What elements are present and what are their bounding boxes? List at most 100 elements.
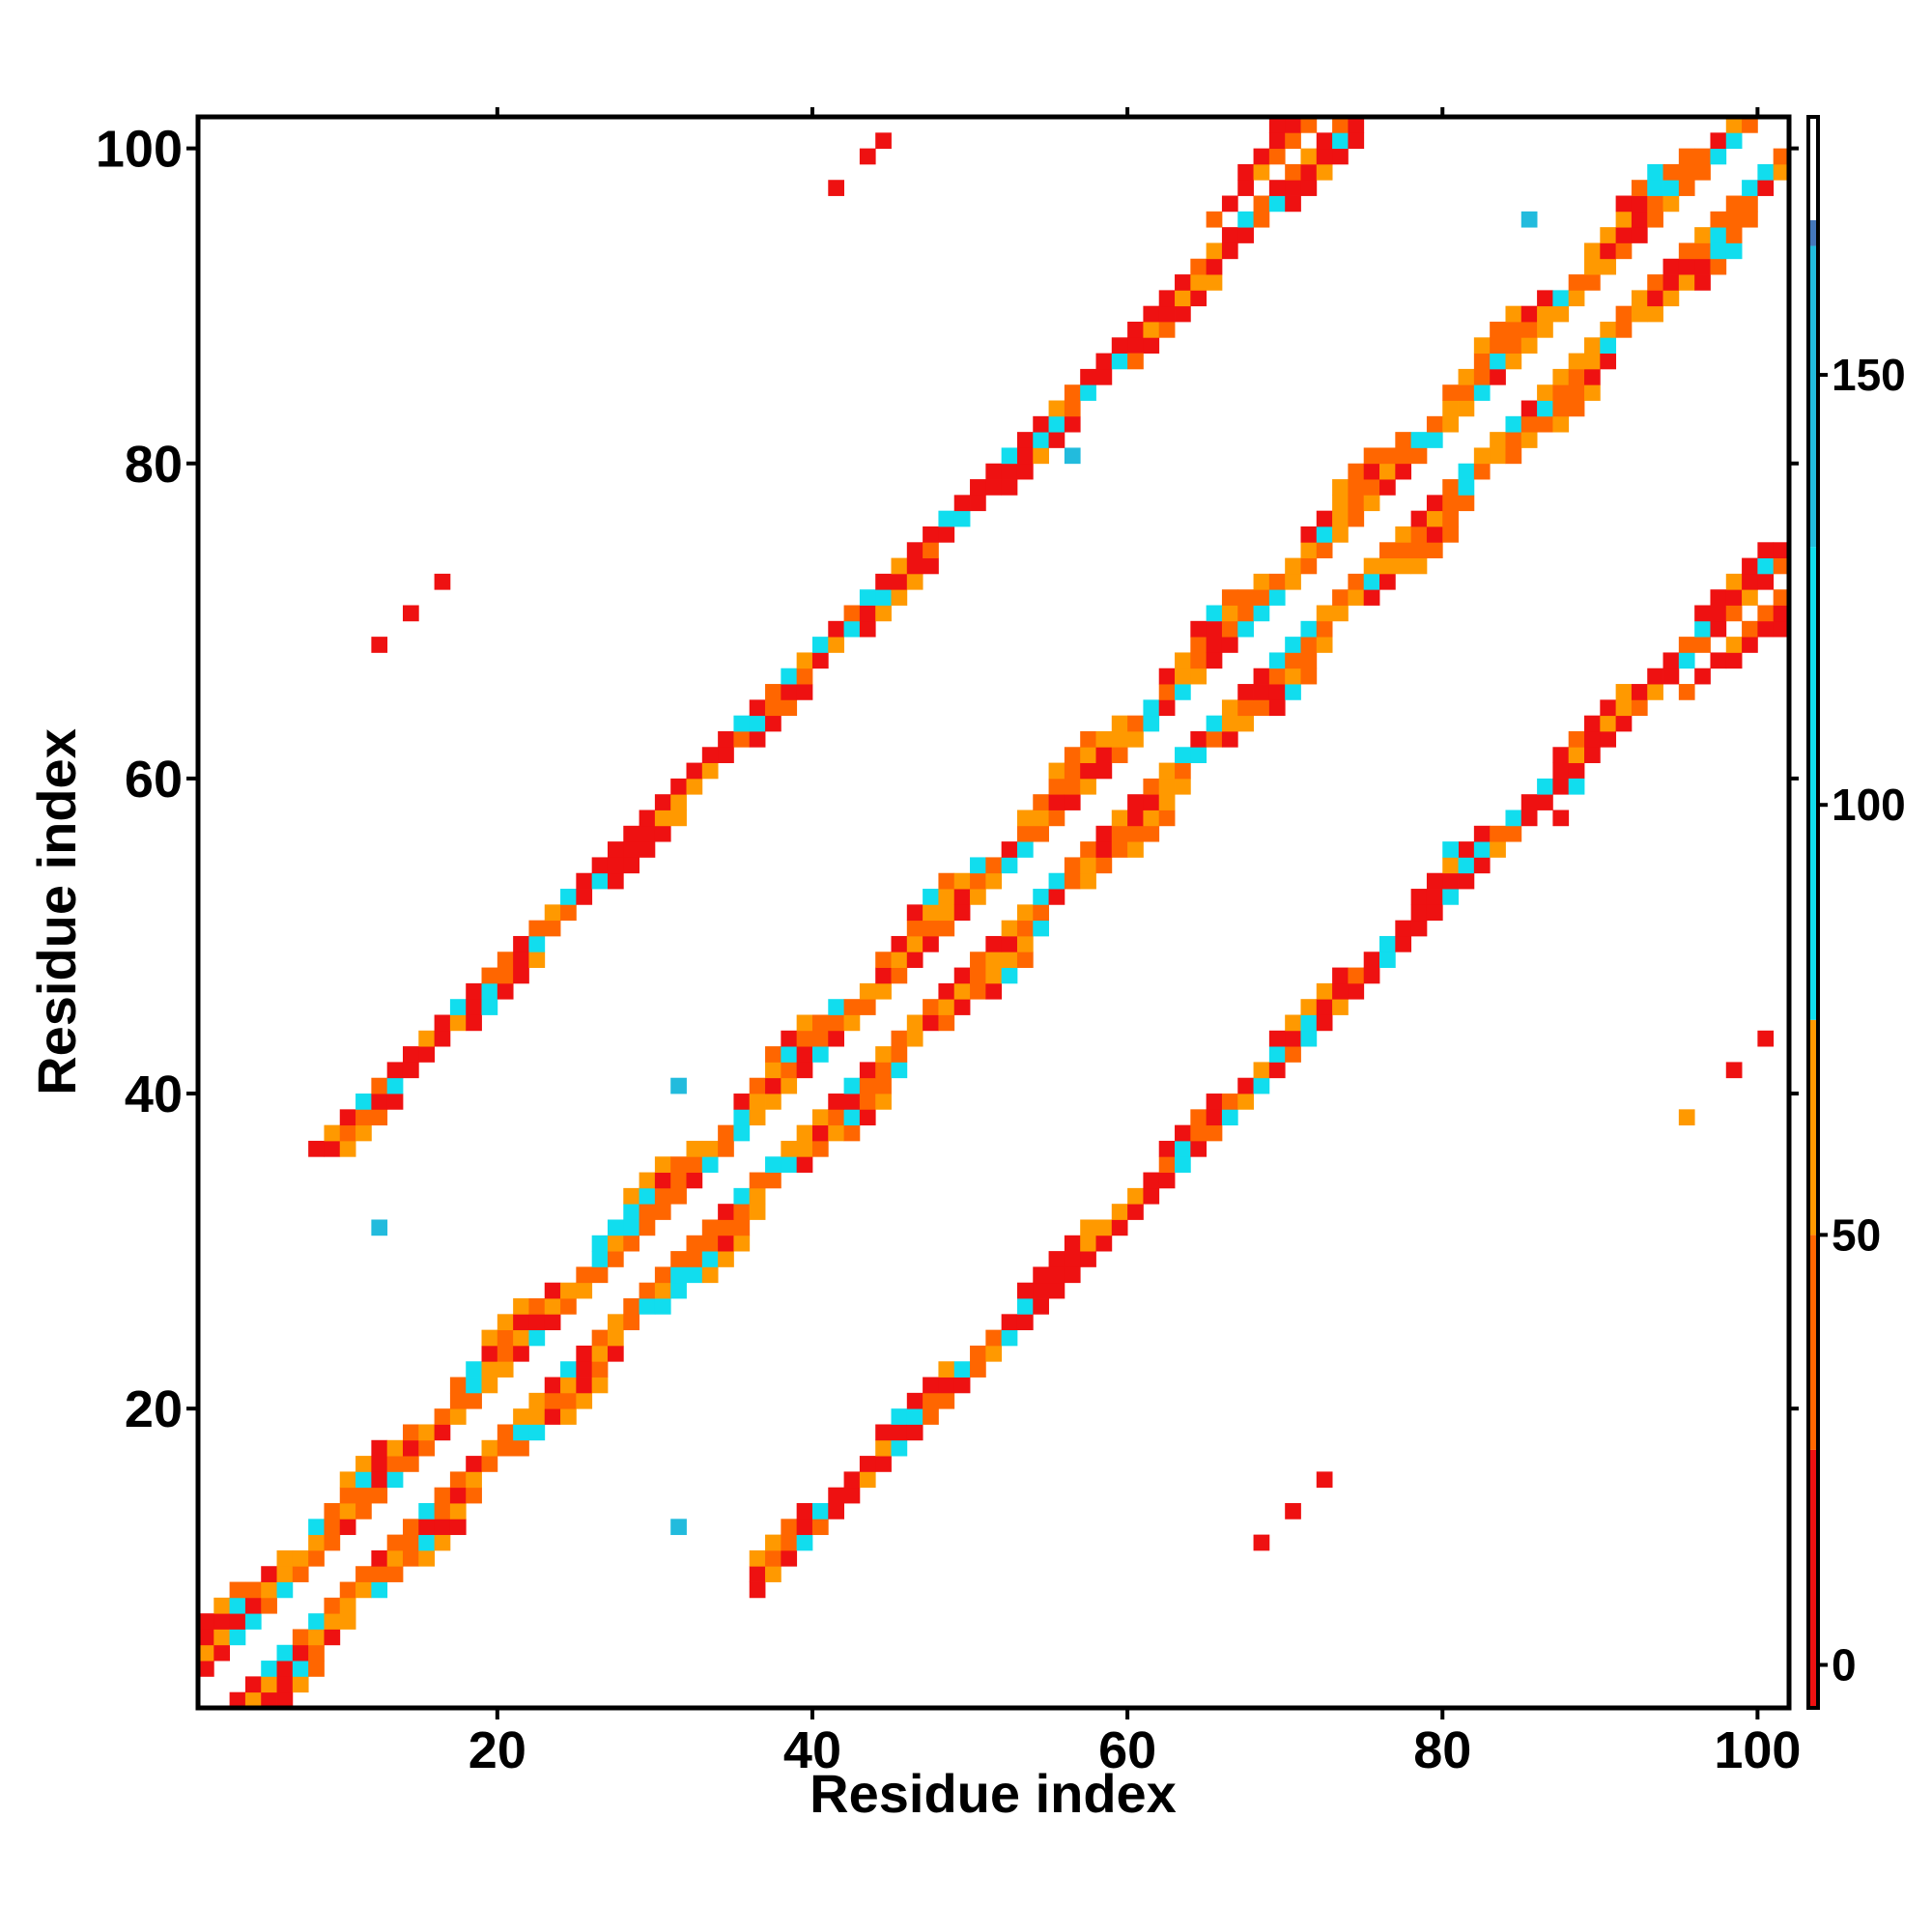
heatmap-cell bbox=[1080, 762, 1096, 780]
heatmap-cell bbox=[497, 1329, 514, 1347]
heatmap-cell bbox=[1190, 620, 1208, 638]
heatmap-cell bbox=[528, 1408, 546, 1425]
heatmap-cell bbox=[449, 1014, 467, 1032]
heatmap-cell bbox=[1127, 321, 1144, 338]
heatmap-cell bbox=[1615, 715, 1633, 732]
heatmap-cell bbox=[906, 1014, 923, 1032]
heatmap-cell bbox=[828, 637, 844, 653]
heatmap-cell bbox=[544, 1408, 561, 1425]
heatmap-cell bbox=[339, 1487, 356, 1504]
heatmap-cell bbox=[1600, 227, 1617, 243]
heatmap-cell bbox=[386, 1062, 404, 1079]
heatmap-cell bbox=[386, 1439, 404, 1457]
heatmap-cell bbox=[875, 1077, 892, 1094]
heatmap-cell bbox=[1048, 810, 1065, 827]
heatmap-cell bbox=[308, 1661, 325, 1677]
heatmap-cell bbox=[1520, 337, 1538, 355]
heatmap-cell bbox=[670, 1251, 687, 1267]
colorbar-tick-label: 50 bbox=[1832, 1209, 1881, 1260]
heatmap-cell bbox=[970, 952, 986, 968]
heatmap-cell bbox=[1048, 432, 1065, 448]
heatmap-cell bbox=[513, 1345, 529, 1362]
heatmap-cell bbox=[701, 1235, 719, 1252]
heatmap-cell bbox=[639, 1298, 656, 1315]
heatmap-cell bbox=[513, 967, 529, 984]
heatmap-cell bbox=[324, 1534, 341, 1551]
heatmap-cell bbox=[1458, 368, 1475, 385]
heatmap-cell bbox=[434, 1503, 451, 1520]
heatmap-cell bbox=[1016, 904, 1034, 922]
heatmap-cell bbox=[1520, 794, 1538, 810]
heatmap-cell bbox=[1300, 117, 1318, 133]
heatmap-cell bbox=[308, 1644, 325, 1662]
heatmap-cell bbox=[324, 1503, 341, 1520]
heatmap-cell bbox=[1568, 778, 1585, 795]
heatmap-cell bbox=[1584, 258, 1601, 275]
heatmap-cell bbox=[906, 935, 923, 952]
heatmap-cell bbox=[1426, 904, 1443, 922]
heatmap-cell bbox=[1505, 305, 1522, 323]
heatmap-cell bbox=[906, 1030, 923, 1047]
heatmap-cell bbox=[891, 589, 908, 606]
heatmap-cell bbox=[923, 935, 939, 952]
heatmap-cell bbox=[1442, 889, 1459, 905]
heatmap-cell bbox=[1410, 510, 1428, 527]
heatmap-cell bbox=[1285, 117, 1301, 133]
heatmap-cell bbox=[923, 920, 939, 937]
heatmap-cell bbox=[718, 1235, 734, 1252]
heatmap-cell bbox=[1143, 699, 1160, 717]
heatmap-cell bbox=[1773, 163, 1790, 181]
heatmap-cell bbox=[843, 620, 861, 638]
heatmap-cell bbox=[906, 1424, 923, 1441]
heatmap-cell bbox=[1379, 542, 1396, 558]
heatmap-cell bbox=[733, 1219, 751, 1236]
heatmap-cell bbox=[1175, 1124, 1191, 1142]
heatmap-cell bbox=[560, 1408, 577, 1425]
heatmap-cell bbox=[1064, 747, 1081, 763]
heatmap-cell bbox=[781, 668, 798, 685]
heatmap-cell bbox=[891, 967, 908, 984]
heatmap-cell bbox=[1316, 999, 1333, 1015]
heatmap-cell bbox=[244, 1613, 262, 1630]
heatmap-cell bbox=[1095, 762, 1113, 780]
heatmap-cell bbox=[1285, 1046, 1301, 1063]
heatmap-cell bbox=[1253, 684, 1270, 700]
heatmap-cell bbox=[923, 1014, 939, 1032]
heatmap-cell bbox=[1016, 825, 1034, 842]
heatmap-cell bbox=[828, 1487, 844, 1504]
heatmap-cell bbox=[229, 1629, 246, 1646]
heatmap-cell bbox=[686, 1172, 703, 1189]
heatmap-cell bbox=[1285, 1503, 1301, 1520]
heatmap-cell bbox=[796, 652, 813, 669]
heatmap-cell bbox=[434, 1408, 451, 1425]
heatmap-cell bbox=[859, 1471, 876, 1489]
heatmap-cell bbox=[1678, 258, 1695, 275]
heatmap-cell bbox=[560, 1392, 577, 1409]
heatmap-cell bbox=[923, 1392, 939, 1409]
heatmap-cell bbox=[985, 982, 1003, 1000]
heatmap-cell bbox=[1584, 242, 1601, 260]
heatmap-cell bbox=[1458, 857, 1475, 874]
heatmap-cell bbox=[859, 605, 876, 622]
heatmap-cell bbox=[1143, 321, 1160, 338]
heatmap-cell bbox=[1221, 1109, 1238, 1126]
heatmap-cell bbox=[1442, 526, 1459, 543]
heatmap-cell bbox=[765, 1534, 781, 1551]
heatmap-cell bbox=[1678, 274, 1695, 291]
heatmap-cell bbox=[906, 920, 923, 937]
heatmap-cell bbox=[1647, 684, 1663, 700]
heatmap-cell bbox=[1490, 447, 1506, 465]
heatmap-cell bbox=[1206, 652, 1223, 669]
heatmap-cell bbox=[1127, 1187, 1144, 1205]
heatmap-cell bbox=[1725, 605, 1743, 622]
heatmap-cell bbox=[1568, 290, 1585, 307]
heatmap-cell bbox=[1143, 810, 1160, 827]
heatmap-cell bbox=[1016, 447, 1034, 465]
heatmap-cell bbox=[1647, 274, 1663, 291]
heatmap-cell bbox=[1206, 258, 1223, 275]
heatmap-cell bbox=[1206, 274, 1223, 291]
heatmap-cell bbox=[938, 1392, 955, 1409]
heatmap-cell bbox=[1442, 510, 1459, 527]
heatmap-cell bbox=[1631, 684, 1648, 700]
heatmap-cell bbox=[449, 999, 467, 1015]
